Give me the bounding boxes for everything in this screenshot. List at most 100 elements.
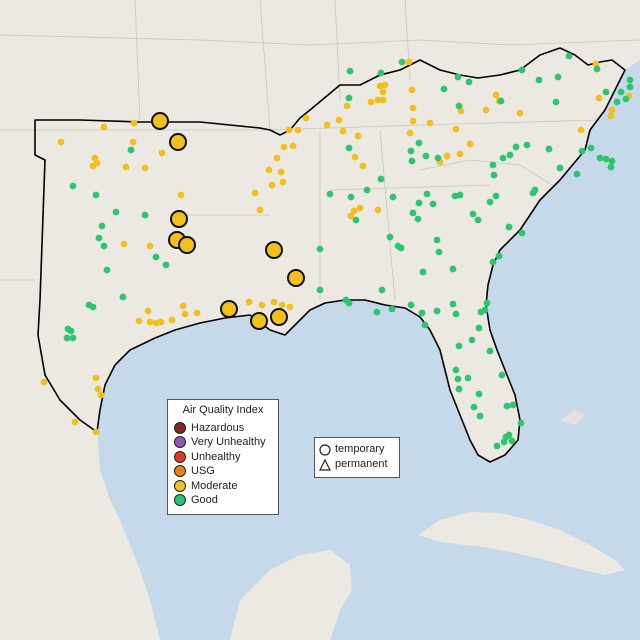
monitor-good[interactable] xyxy=(434,154,442,162)
monitor-moderate[interactable] xyxy=(158,149,166,157)
monitor-good[interactable] xyxy=(433,307,441,315)
monitor-moderate[interactable] xyxy=(135,317,143,325)
monitor-moderate[interactable] xyxy=(273,154,281,162)
monitor-moderate[interactable] xyxy=(57,138,65,146)
monitor-good[interactable] xyxy=(377,175,385,183)
monitor-good[interactable] xyxy=(490,171,498,179)
monitor-good[interactable] xyxy=(512,143,520,151)
monitor-good[interactable] xyxy=(518,66,526,74)
monitor-moderate[interactable] xyxy=(516,109,524,117)
monitor-good[interactable] xyxy=(162,261,170,269)
monitor-good[interactable] xyxy=(573,170,581,178)
monitor-good[interactable] xyxy=(622,95,630,103)
monitor-good[interactable] xyxy=(397,244,405,252)
monitor-moderate[interactable] xyxy=(409,117,417,125)
monitor-moderate[interactable] xyxy=(270,298,278,306)
monitor-good[interactable] xyxy=(398,58,406,66)
monitor-good[interactable] xyxy=(518,229,526,237)
monitor-good[interactable] xyxy=(626,76,634,84)
monitor-good[interactable] xyxy=(468,336,476,344)
monitor-good[interactable] xyxy=(452,366,460,374)
monitor-large[interactable] xyxy=(170,210,188,228)
monitor-good[interactable] xyxy=(505,223,513,231)
monitor-good[interactable] xyxy=(613,98,621,106)
monitor-good[interactable] xyxy=(63,334,71,342)
monitor-good[interactable] xyxy=(481,306,489,314)
monitor-moderate[interactable] xyxy=(409,104,417,112)
monitor-moderate[interactable] xyxy=(146,318,154,326)
monitor-moderate[interactable] xyxy=(374,96,382,104)
monitor-good[interactable] xyxy=(388,305,396,313)
monitor-good[interactable] xyxy=(593,65,601,73)
monitor-moderate[interactable] xyxy=(426,119,434,127)
monitor-moderate[interactable] xyxy=(279,178,287,186)
monitor-moderate[interactable] xyxy=(157,318,165,326)
monitor-moderate[interactable] xyxy=(343,102,351,110)
monitor-good[interactable] xyxy=(596,154,604,162)
monitor-good[interactable] xyxy=(316,286,324,294)
monitor-good[interactable] xyxy=(415,199,423,207)
monitor-good[interactable] xyxy=(556,164,564,172)
monitor-moderate[interactable] xyxy=(379,96,387,104)
monitor-good[interactable] xyxy=(506,151,514,159)
monitor-good[interactable] xyxy=(552,98,560,106)
monitor-moderate[interactable] xyxy=(256,206,264,214)
monitor-good[interactable] xyxy=(497,97,505,105)
monitor-good[interactable] xyxy=(495,252,503,260)
monitor-good[interactable] xyxy=(92,191,100,199)
monitor-moderate[interactable] xyxy=(607,112,615,120)
monitor-good[interactable] xyxy=(415,139,423,147)
monitor-good[interactable] xyxy=(100,242,108,250)
monitor-good[interactable] xyxy=(499,154,507,162)
monitor-moderate[interactable] xyxy=(456,150,464,158)
monitor-moderate[interactable] xyxy=(492,91,500,99)
monitor-moderate[interactable] xyxy=(335,116,343,124)
monitor-good[interactable] xyxy=(421,321,429,329)
monitor-good[interactable] xyxy=(602,88,610,96)
monitor-moderate[interactable] xyxy=(251,189,259,197)
monitor-moderate[interactable] xyxy=(71,418,79,426)
monitor-good[interactable] xyxy=(617,88,625,96)
monitor-moderate[interactable] xyxy=(356,204,364,212)
monitor-good[interactable] xyxy=(587,144,595,152)
monitor-good[interactable] xyxy=(422,152,430,160)
monitor-moderate[interactable] xyxy=(482,106,490,114)
monitor-moderate[interactable] xyxy=(339,127,347,135)
monitor-moderate[interactable] xyxy=(466,140,474,148)
monitor-good[interactable] xyxy=(607,163,615,171)
monitor-good[interactable] xyxy=(409,209,417,217)
monitor-good[interactable] xyxy=(508,437,516,445)
monitor-moderate[interactable] xyxy=(193,309,201,317)
monitor-good[interactable] xyxy=(476,412,484,420)
monitor-moderate[interactable] xyxy=(120,240,128,248)
monitor-good[interactable] xyxy=(112,208,120,216)
monitor-good[interactable] xyxy=(119,293,127,301)
monitor-large[interactable] xyxy=(265,241,283,259)
monitor-good[interactable] xyxy=(602,155,610,163)
monitor-large[interactable] xyxy=(220,300,238,318)
monitor-good[interactable] xyxy=(407,147,415,155)
monitor-good[interactable] xyxy=(578,147,586,155)
monitor-good[interactable] xyxy=(454,73,462,81)
monitor-moderate[interactable] xyxy=(452,125,460,133)
monitor-moderate[interactable] xyxy=(289,142,297,150)
monitor-good[interactable] xyxy=(626,83,634,91)
monitor-good[interactable] xyxy=(127,146,135,154)
monitor-good[interactable] xyxy=(67,327,75,335)
monitor-good[interactable] xyxy=(386,233,394,241)
monitor-moderate[interactable] xyxy=(277,168,285,176)
monitor-good[interactable] xyxy=(469,210,477,218)
monitor-good[interactable] xyxy=(486,198,494,206)
monitor-moderate[interactable] xyxy=(595,94,603,102)
monitor-moderate[interactable] xyxy=(302,114,310,122)
monitor-moderate[interactable] xyxy=(406,129,414,137)
monitor-large[interactable] xyxy=(178,236,196,254)
monitor-moderate[interactable] xyxy=(374,206,382,214)
monitor-moderate[interactable] xyxy=(350,207,358,215)
monitor-good[interactable] xyxy=(454,375,462,383)
monitor-moderate[interactable] xyxy=(92,374,100,382)
monitor-good[interactable] xyxy=(464,374,472,382)
monitor-good[interactable] xyxy=(346,67,354,75)
monitor-moderate[interactable] xyxy=(379,88,387,96)
